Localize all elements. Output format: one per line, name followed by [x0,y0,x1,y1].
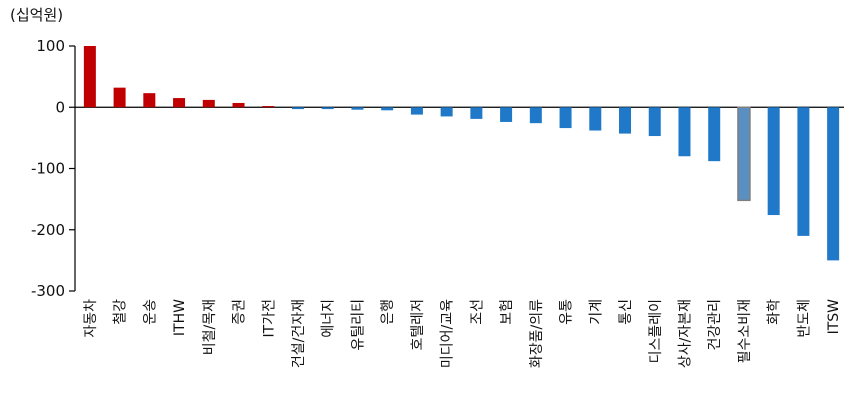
category-label: IT가전 [261,299,277,337]
category-label: 유틸리티 [350,299,366,351]
bar [113,87,126,108]
bar [619,107,632,134]
category-label: 운송 [142,299,158,325]
y-tick-label: 100 [36,37,65,55]
bar [232,102,245,108]
category-label: ITSW [826,299,842,335]
category-label: 은행 [380,299,396,325]
bar [440,107,453,117]
bar [470,107,483,119]
category-label: 철강 [113,299,129,325]
category-label: 건설/건자재 [291,299,307,368]
category-label: 화학 [767,299,783,325]
bar [797,107,810,236]
bars [83,46,840,261]
bar [143,93,156,108]
bar [381,107,394,111]
category-label: 디스플레이 [648,299,664,363]
category-label: 에너지 [321,299,337,338]
bar [410,107,423,115]
bar [321,107,334,110]
category-label: 화장품/의류 [529,299,545,368]
category-label: 비철/목재 [202,299,218,355]
bar [500,107,513,122]
bar [589,107,602,131]
bar [648,107,661,137]
category-label: ITHW [172,299,188,336]
category-label: 미디어/교육 [440,299,456,368]
category-label: 조선 [469,299,485,325]
category-label: 필수소비재 [737,299,753,363]
axes: 100 0 -100 -200 -300 [31,37,844,300]
bar [351,107,364,110]
category-label: 증권 [232,299,248,325]
category-label: 호텔레저 [410,299,426,351]
bar [83,46,96,108]
category-label: 통신 [618,299,634,325]
y-tick-label: -100 [31,160,65,178]
category-label: 유통 [559,299,575,325]
category-label: 자동차 [83,299,99,338]
bar [529,107,542,124]
y-tick-label: -300 [31,282,65,300]
y-tick-label: -200 [31,221,65,239]
bar [202,99,215,108]
bar [767,107,780,216]
bar [262,106,275,108]
bar [827,107,840,261]
bar [291,107,304,110]
unit-label: (십억원) [10,6,64,24]
bar [678,107,691,157]
bar [173,98,186,108]
category-label: 기계 [588,299,604,325]
category-label: 상사/자본재 [677,299,693,368]
category-labels: 자동차 철강 운송 ITHW 비철/목재 증권 IT가전 건설/건자재 에너지 유틸리티 은행 호텔레… [83,299,842,368]
category-label: 건강관리 [707,299,723,351]
bar [708,107,721,162]
bar [737,106,751,202]
category-label: 반도체 [796,299,812,338]
category-label: 보험 [499,299,515,325]
bar [559,107,572,129]
y-tick-label: 0 [55,98,65,116]
